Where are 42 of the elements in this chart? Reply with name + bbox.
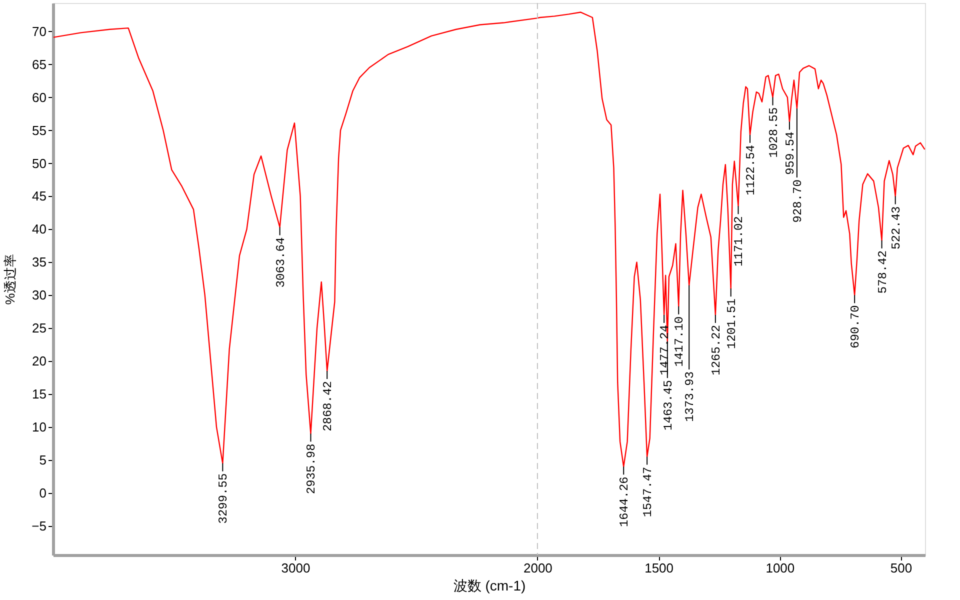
y-tick-label: 25: [32, 320, 46, 336]
annotation: 1417.10: [672, 316, 687, 367]
y-tick-label: −5: [32, 518, 46, 534]
y-tick-label: 70: [32, 24, 46, 39]
annotation: 1201.51: [724, 298, 739, 349]
y-tick-label: 0: [39, 486, 46, 501]
y-tick-label: 50: [32, 156, 46, 171]
x-tick-label: 500: [890, 560, 912, 576]
annotation: 3063.64: [274, 237, 288, 288]
annotation: 522.43: [889, 206, 904, 250]
annotation: 1122.54: [744, 144, 758, 196]
annotation: 1373.93: [683, 371, 698, 422]
y-tick-label: 5: [39, 452, 46, 468]
x-tick-label: 2000: [523, 560, 552, 576]
y-tick-label: 45: [32, 188, 46, 204]
annotation: 1463.45: [661, 380, 676, 430]
x-axis-title: 波数 (cm-1): [453, 578, 526, 594]
annotation: 690.70: [848, 305, 863, 348]
annotation: 2868.42: [321, 381, 336, 432]
x-tick-label: 1000: [766, 560, 795, 576]
y-tick-label: 35: [32, 254, 46, 270]
y-tick-label: 30: [32, 288, 46, 303]
y-tick-label: 60: [32, 90, 46, 105]
x-tick-label: 3000: [281, 560, 310, 576]
annotation: 959.54: [783, 132, 798, 175]
annotation: 1028.55: [766, 107, 781, 158]
annotation: 928.70: [790, 180, 805, 223]
annotation: 1547.47: [641, 466, 656, 518]
y-tick-label: 40: [32, 222, 46, 237]
y-tick-label: 65: [32, 56, 46, 72]
annotation: 2935.98: [304, 444, 319, 494]
annotation: 1265.22: [709, 324, 724, 376]
y-tick-label: 20: [32, 354, 46, 369]
annotation: 1171.02: [732, 216, 746, 267]
y-tick-label: 15: [32, 386, 46, 402]
annotation: 3299.55: [216, 473, 231, 524]
y-tick-label: 10: [32, 420, 46, 435]
annotation: 578.42: [876, 250, 890, 294]
annotation: 1644.26: [618, 476, 632, 528]
x-tick-label: 1500: [644, 560, 674, 576]
y-tick-label: 55: [32, 122, 46, 138]
y-axis-title: %透过率: [2, 254, 18, 305]
